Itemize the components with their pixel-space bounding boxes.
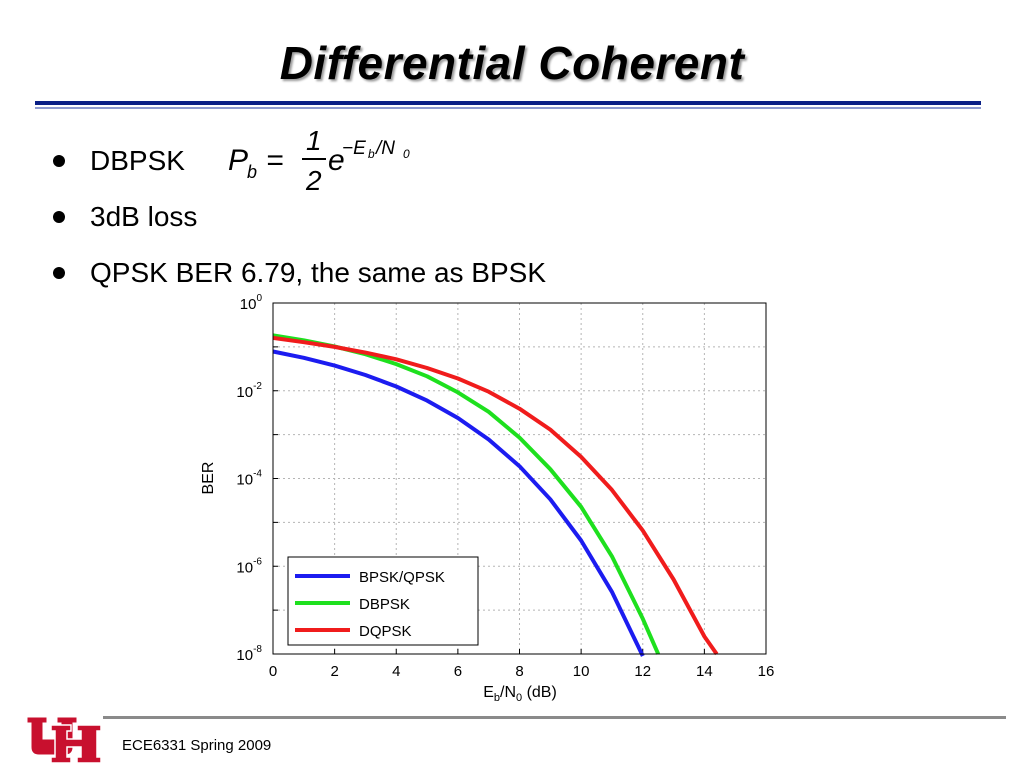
footer-rule — [103, 716, 1006, 719]
x-tick-label: 6 — [454, 663, 462, 680]
series-line-bpsk-qpsk — [272, 349, 645, 657]
bullet-text: 3dB loss — [90, 201, 198, 232]
x-tick-label: 12 — [634, 663, 651, 680]
y-tick-label: 10-4 — [236, 469, 262, 489]
bullet-dot-icon — [53, 211, 65, 223]
chart-series — [272, 333, 719, 657]
x-tick-label: 10 — [573, 663, 590, 680]
formula-exponent-slash: /N — [374, 138, 395, 159]
uh-logo-icon — [26, 716, 102, 764]
title-underline-thin — [35, 107, 981, 109]
bullet-dot-icon — [53, 267, 65, 279]
x-tick-label: 0 — [269, 663, 277, 680]
y-tick-label: 10-6 — [236, 556, 262, 576]
legend-label: BPSK/QPSK — [359, 569, 445, 586]
formula-numerator: 1 — [306, 125, 322, 156]
formula-denominator: 2 — [305, 165, 322, 196]
formula-exponent-sub-b: b — [368, 147, 375, 161]
ber-chart: 0 2 4 6 8 10 12 14 16 100 10-2 10-4 10-6 10-8 BER Eb… — [200, 293, 775, 704]
formula-exponent: −E — [342, 138, 366, 159]
bullet-item-qpsk: QPSK BER 6.79, the same as BPSK — [50, 245, 546, 301]
formula-base: e — [328, 144, 345, 177]
x-tick-label: 4 — [392, 663, 400, 680]
x-tick-label: 16 — [758, 663, 775, 680]
chart-grid — [272, 302, 767, 655]
x-axis-label: Eb/N0 (dB) — [483, 684, 557, 704]
series-line-dqpsk — [272, 335, 719, 656]
plot-frame — [272, 302, 767, 655]
formula-lhs: P — [228, 144, 248, 177]
y-tick-label: 100 — [240, 293, 263, 313]
y-tick-labels: 100 10-2 10-4 10-6 10-8 — [236, 293, 262, 664]
slide-title: Differential Coherent — [279, 37, 745, 89]
x-tick-labels: 0 2 4 6 8 10 12 14 16 — [269, 663, 775, 680]
x-tick-label: 8 — [515, 663, 523, 680]
bullet-text: DBPSK — [90, 145, 185, 176]
x-tick-label: 2 — [330, 663, 338, 680]
x-tick-label: 14 — [696, 663, 713, 680]
footer-text: ECE6331 Spring 2009 — [122, 737, 272, 754]
legend-label: DQPSK — [359, 623, 412, 640]
chart-legend: BPSK/QPSK DBPSK DQPSK — [287, 556, 479, 646]
dbpsk-formula: P b = 1 2 e −E b /N 0 — [228, 125, 410, 196]
formula-exponent-sub-0: 0 — [403, 147, 410, 161]
y-tick-label: 10-8 — [236, 644, 262, 664]
bullet-item-dbpsk: DBPSK — [50, 133, 546, 189]
bullet-text: QPSK BER 6.79, the same as BPSK — [90, 257, 546, 288]
legend-label: DBPSK — [359, 596, 410, 613]
formula-lhs-sub: b — [247, 162, 257, 182]
bullet-item-loss: 3dB loss — [50, 189, 546, 245]
formula-equals: = — [266, 144, 284, 177]
title-underline-thick — [35, 101, 981, 105]
y-axis-label: BER — [200, 462, 217, 495]
y-tick-label: 10-2 — [236, 381, 262, 401]
bullet-list: DBPSK 3dB loss QPSK BER 6.79, the same a… — [50, 133, 546, 301]
bullet-dot-icon — [53, 155, 65, 167]
